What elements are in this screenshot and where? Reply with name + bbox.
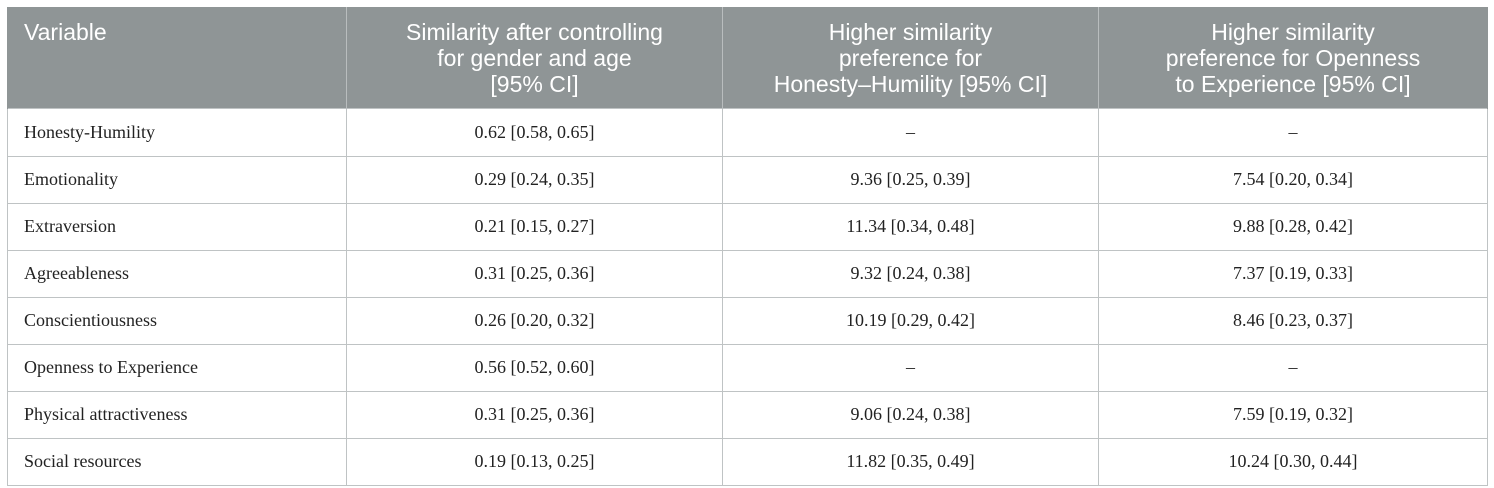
header-honesty-line: Higher similarity (828, 19, 993, 45)
openness-preference-cell: 7.37 [0.19, 0.33] (1098, 249, 1488, 298)
honesty-preference-cell: 9.32 [0.24, 0.38] (722, 249, 1099, 298)
similarity-cell: 0.62 [0.58, 0.65] (346, 107, 723, 157)
header-variable: Variable (7, 7, 347, 108)
table-row: Openness to Experience 0.56 [0.52, 0.60]… (7, 343, 1488, 392)
openness-preference-cell: 8.46 [0.23, 0.37] (1098, 296, 1488, 345)
table-row: Agreeableness 0.31 [0.25, 0.36] 9.32 [0.… (7, 249, 1488, 298)
results-table-container: Variable Similarity after controlling fo… (7, 7, 1488, 486)
header-row: Variable Similarity after controlling fo… (7, 7, 1488, 108)
table-header: Variable Similarity after controlling fo… (7, 7, 1488, 108)
openness-preference-cell: – (1098, 107, 1488, 157)
table-row: Honesty-Humility 0.62 [0.58, 0.65] – – (7, 107, 1488, 157)
variable-cell: Extraversion (7, 202, 347, 251)
header-similarity-line: Similarity after controlling (406, 19, 663, 45)
honesty-preference-cell: 9.06 [0.24, 0.38] (722, 390, 1099, 439)
similarity-cell: 0.26 [0.20, 0.32] (346, 296, 723, 345)
openness-preference-cell: 10.24 [0.30, 0.44] (1098, 437, 1488, 486)
header-similarity-line: for gender and age (437, 45, 632, 71)
openness-preference-cell: 7.54 [0.20, 0.34] (1098, 155, 1488, 204)
honesty-preference-cell: 10.19 [0.29, 0.42] (722, 296, 1099, 345)
similarity-cell: 0.31 [0.25, 0.36] (346, 390, 723, 439)
honesty-preference-cell: 11.82 [0.35, 0.49] (722, 437, 1099, 486)
header-openness-preference: Higher similarity preference for Opennes… (1098, 7, 1488, 108)
openness-preference-cell: 9.88 [0.28, 0.42] (1098, 202, 1488, 251)
table-row: Social resources 0.19 [0.13, 0.25] 11.82… (7, 437, 1488, 486)
honesty-preference-cell: – (722, 107, 1099, 157)
header-honesty-line: Honesty–Humility [95% CI] (773, 71, 1048, 97)
table-row: Extraversion 0.21 [0.15, 0.27] 11.34 [0.… (7, 202, 1488, 251)
openness-preference-cell: 7.59 [0.19, 0.32] (1098, 390, 1488, 439)
variable-cell: Conscientiousness (7, 296, 347, 345)
header-similarity-line: [95% CI] (490, 71, 579, 97)
similarity-cell: 0.19 [0.13, 0.25] (346, 437, 723, 486)
honesty-preference-cell: 9.36 [0.25, 0.39] (722, 155, 1099, 204)
table-row: Physical attractiveness 0.31 [0.25, 0.36… (7, 390, 1488, 439)
variable-cell: Openness to Experience (7, 343, 347, 392)
variable-cell: Social resources (7, 437, 347, 486)
table-row: Emotionality 0.29 [0.24, 0.35] 9.36 [0.2… (7, 155, 1488, 204)
similarity-cell: 0.31 [0.25, 0.36] (346, 249, 723, 298)
openness-preference-cell: – (1098, 343, 1488, 392)
honesty-preference-cell: 11.34 [0.34, 0.48] (722, 202, 1099, 251)
results-table: Variable Similarity after controlling fo… (7, 7, 1488, 486)
variable-cell: Emotionality (7, 155, 347, 204)
header-openness-line: to Experience [95% CI] (1175, 71, 1411, 97)
similarity-cell: 0.21 [0.15, 0.27] (346, 202, 723, 251)
header-openness-line: Higher similarity (1211, 19, 1375, 45)
header-openness-line: preference for Openness (1165, 45, 1421, 71)
similarity-cell: 0.29 [0.24, 0.35] (346, 155, 723, 204)
header-similarity: Similarity after controlling for gender … (346, 7, 723, 108)
variable-cell: Agreeableness (7, 249, 347, 298)
table-row: Conscientiousness 0.26 [0.20, 0.32] 10.1… (7, 296, 1488, 345)
table-body: Honesty-Humility 0.62 [0.58, 0.65] – – E… (7, 107, 1488, 486)
variable-cell: Physical attractiveness (7, 390, 347, 439)
similarity-cell: 0.56 [0.52, 0.60] (346, 343, 723, 392)
header-variable-line: Variable (24, 19, 107, 45)
variable-cell: Honesty-Humility (7, 107, 347, 157)
honesty-preference-cell: – (722, 343, 1099, 392)
header-honesty-line: preference for (838, 45, 983, 71)
header-honesty-preference: Higher similarity preference for Honesty… (722, 7, 1099, 108)
